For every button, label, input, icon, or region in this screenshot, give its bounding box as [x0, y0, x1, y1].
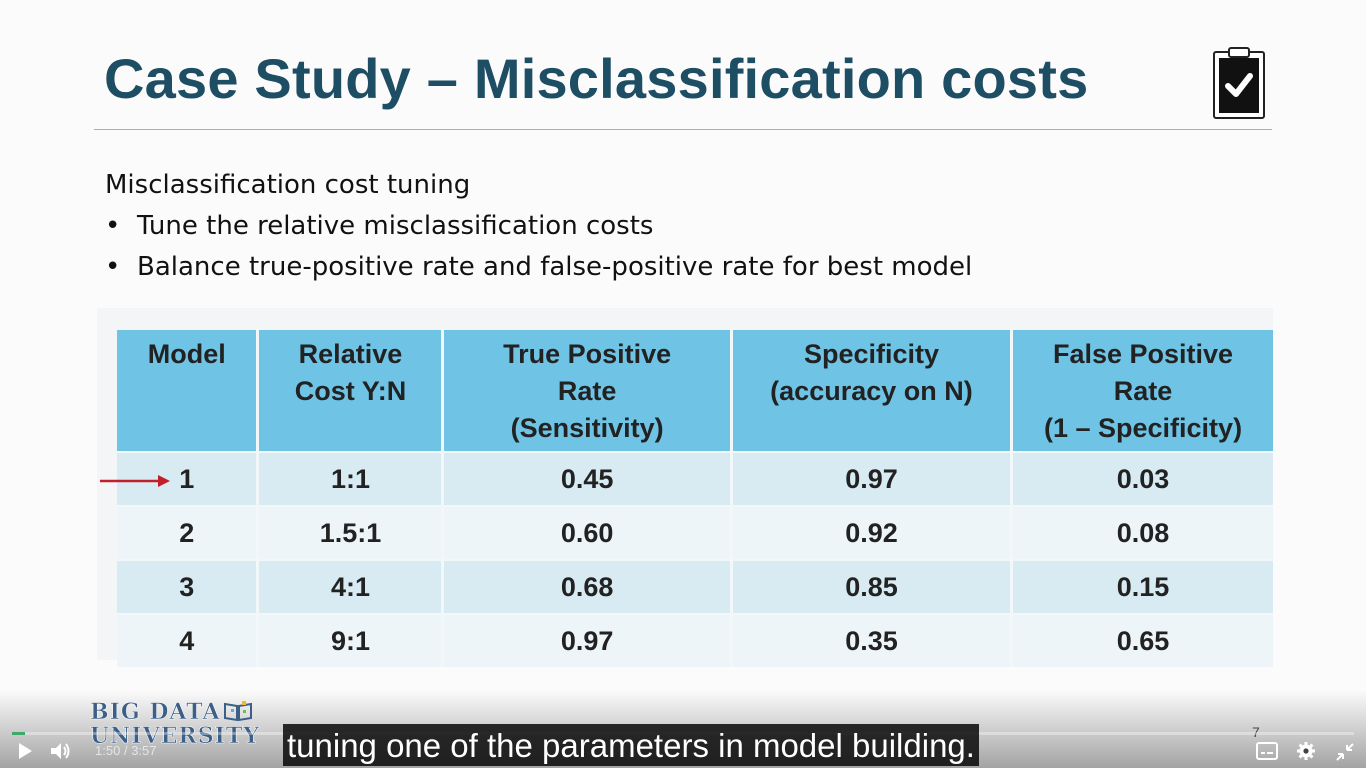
duration: 3:57 [131, 743, 157, 758]
cell-fpr: 0.03 [1011, 451, 1273, 506]
cell-fpr: 0.08 [1011, 505, 1273, 560]
exit-fullscreen-icon[interactable] [1335, 742, 1355, 762]
header-true-positive-rate: True Positive Rate (Sensitivity) [442, 330, 733, 452]
play-icon[interactable] [17, 742, 33, 760]
table-row: 1 1:1 0.45 0.97 0.03 [117, 451, 1273, 506]
cell-cost: 9:1 [257, 613, 445, 667]
clipboard-check-icon [1213, 47, 1265, 119]
table-row: 3 4:1 0.68 0.85 0.15 [117, 559, 1273, 614]
bullet-item: • Balance true-positive rate and false-po… [105, 252, 972, 282]
big-data-university-logo: BIG DATA UNIVERSITY [90, 700, 260, 750]
subtitle-caption: tuning one of the parameters in model bu… [283, 724, 979, 766]
highlight-arrow-icon [100, 475, 170, 487]
bullet-item: • Tune the relative misclassification cos… [105, 211, 653, 241]
playback-time: 1:50 / 3:57 [95, 743, 157, 758]
cell-tpr: 0.97 [442, 613, 733, 667]
cell-model: 2 [117, 505, 260, 560]
cell-model: 4 [117, 613, 260, 667]
table-header-row: Model Relative Cost Y:N True Positive Ra… [117, 330, 1273, 452]
book-icon [224, 701, 252, 722]
logo-line: UNIVERSITY [90, 723, 260, 749]
bullet-dot: • [105, 252, 121, 282]
cost-table: Model Relative Cost Y:N True Positive Ra… [117, 330, 1273, 667]
table-row: 2 1.5:1 0.60 0.92 0.08 [117, 505, 1273, 560]
cell-model: 1 [117, 451, 260, 506]
cell-tpr: 0.45 [442, 451, 733, 506]
header-false-positive-rate: False Positive Rate (1 – Specificity) [1011, 330, 1273, 452]
cell-specificity: 0.92 [731, 505, 1014, 560]
bullet-text: Tune the relative misclassification cost… [137, 211, 654, 241]
cell-fpr: 0.15 [1011, 559, 1273, 614]
header-model: Model [117, 330, 260, 452]
cell-specificity: 0.85 [731, 559, 1014, 614]
bullet-text: Balance true-positive rate and false-pos… [137, 252, 973, 282]
cell-specificity: 0.97 [731, 451, 1014, 506]
cell-fpr: 0.65 [1011, 613, 1273, 667]
intro-text: Misclassification cost tuning [105, 170, 471, 200]
progress-fill [12, 732, 26, 735]
slide-number: 7 [1252, 724, 1260, 740]
time-separator: / [123, 743, 128, 758]
cell-tpr: 0.68 [442, 559, 733, 614]
cell-cost: 1.5:1 [257, 505, 445, 560]
settings-icon[interactable] [1296, 741, 1316, 761]
logo-line: BIG DATA [90, 699, 221, 725]
subtitles-icon[interactable] [1256, 742, 1278, 760]
table-backdrop: Model Relative Cost Y:N True Positive Ra… [97, 308, 1273, 667]
current-time: 1:50 [95, 743, 121, 758]
cell-cost: 1:1 [257, 451, 445, 506]
cell-model: 3 [117, 559, 260, 614]
header-relative-cost: Relative Cost Y:N [257, 330, 445, 452]
slide-title: Case Study – Misclassification costs [104, 47, 1089, 110]
volume-icon[interactable] [50, 741, 72, 761]
cell-cost: 4:1 [257, 559, 445, 614]
cell-tpr: 0.60 [442, 505, 733, 560]
cell-specificity: 0.35 [731, 613, 1014, 667]
title-divider [94, 129, 1272, 130]
table-row: 4 9:1 0.97 0.35 0.65 [117, 613, 1273, 667]
header-specificity: Specificity (accuracy on N) [731, 330, 1014, 452]
bullet-dot: • [105, 211, 121, 241]
